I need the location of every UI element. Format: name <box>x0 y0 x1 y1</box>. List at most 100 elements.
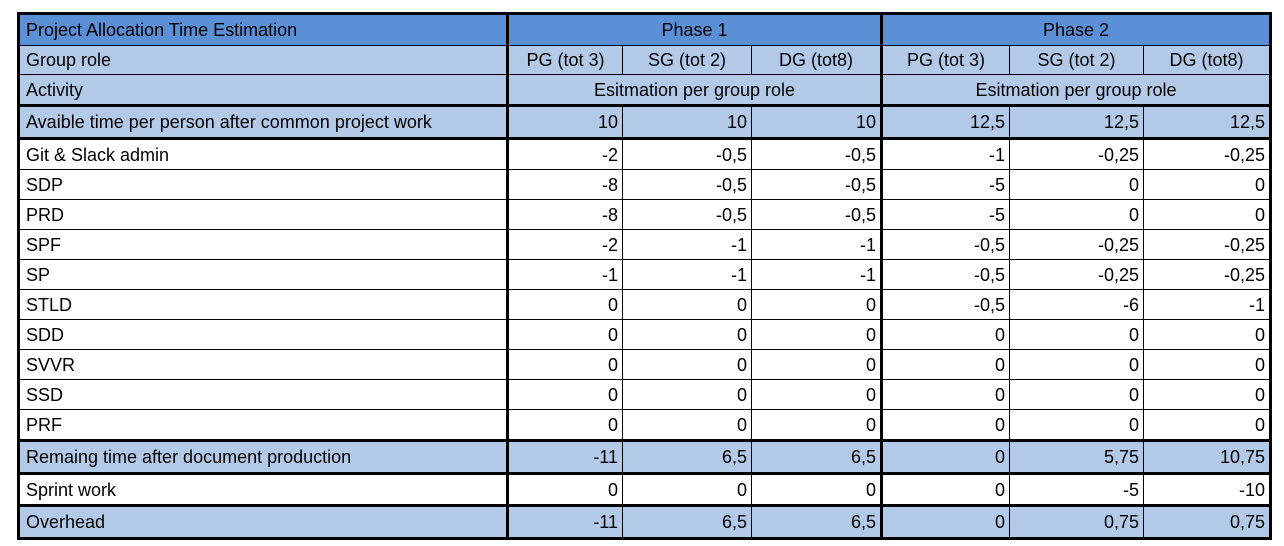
row-value: -5 <box>880 169 1010 200</box>
row-value: -6 <box>1009 289 1144 320</box>
table-row: PRF 0 0 0 0 0 0 <box>17 409 1272 442</box>
row-value: -10 <box>1143 473 1272 506</box>
row-value: 0 <box>506 289 623 320</box>
row-value: 0 <box>880 409 1010 442</box>
row-value: 6,5 <box>622 504 752 540</box>
row-value: -1 <box>1143 289 1272 320</box>
row-value: -1 <box>880 138 1010 170</box>
row-value: 0 <box>1143 349 1272 380</box>
row-label: PRD <box>17 199 508 230</box>
row-value: 0 <box>1009 349 1144 380</box>
table-row: Remaing time after document production -1… <box>17 439 1272 475</box>
table-row: SPF -2 -1 -1 -0,5 -0,25 -0,25 <box>17 229 1272 260</box>
table-row: SDD 0 0 0 0 0 0 <box>17 319 1272 350</box>
role-header: DG (tot8) <box>751 45 882 75</box>
row-value: 0 <box>751 319 882 350</box>
row-value: 0,75 <box>1009 504 1144 540</box>
row-value: 0 <box>622 409 752 442</box>
row-value: -5 <box>1009 473 1144 506</box>
phase-2-header: Phase 2 <box>880 12 1272 46</box>
table-title: Project Allocation Time Estimation <box>17 12 508 46</box>
row-value: 0 <box>1009 199 1144 230</box>
header-row-roles: Group role PG (tot 3) SG (tot 2) DG (tot… <box>17 45 1272 75</box>
row-value: 0 <box>506 473 623 506</box>
row-label: Avaible time per person after common pro… <box>17 104 508 140</box>
row-value: 5,75 <box>1009 439 1144 475</box>
row-value: 0 <box>506 409 623 442</box>
header-row-activity: Activity Esitmation per group role Esitm… <box>17 74 1272 106</box>
row-value: 0 <box>622 349 752 380</box>
row-value: 0 <box>506 319 623 350</box>
row-value: 0 <box>506 349 623 380</box>
row-value: -0,5 <box>751 199 882 230</box>
role-header: SG (tot 2) <box>1009 45 1144 75</box>
row-label: Git & Slack admin <box>17 138 508 170</box>
row-label: STLD <box>17 289 508 320</box>
row-value: -2 <box>506 138 623 170</box>
row-value: -8 <box>506 199 623 230</box>
row-value: 0 <box>1143 379 1272 410</box>
row-value: -0,25 <box>1143 259 1272 290</box>
table-row: Git & Slack admin -2 -0,5 -0,5 -1 -0,25 -0,25 <box>17 138 1272 170</box>
row-value: 10 <box>751 104 882 140</box>
row-label: Sprint work <box>17 473 508 506</box>
row-label: SPF <box>17 229 508 260</box>
row-value: 0 <box>1009 169 1144 200</box>
row-value: -0,5 <box>751 169 882 200</box>
row-value: 0 <box>1143 409 1272 442</box>
row-value: 0 <box>751 379 882 410</box>
table-row: Overhead -11 6,5 6,5 0 0,75 0,75 <box>17 504 1272 540</box>
row-value: 6,5 <box>751 504 882 540</box>
table-row: Sprint work 0 0 0 0 -5 -10 <box>17 473 1272 506</box>
row-label: SP <box>17 259 508 290</box>
row-value: -5 <box>880 199 1010 230</box>
row-value: -0,5 <box>622 199 752 230</box>
row-value: 0 <box>1143 169 1272 200</box>
table-row: SVVR 0 0 0 0 0 0 <box>17 349 1272 380</box>
table-row: SP -1 -1 -1 -0,5 -0,25 -0,25 <box>17 259 1272 290</box>
row-value: -2 <box>506 229 623 260</box>
row-value: -1 <box>751 229 882 260</box>
row-label: Remaing time after document production <box>17 439 508 475</box>
row-value: 10 <box>506 104 623 140</box>
row-value: 0,75 <box>1143 504 1272 540</box>
row-value: 0 <box>880 439 1010 475</box>
row-value: 0 <box>751 409 882 442</box>
group-role-label: Group role <box>17 45 508 75</box>
row-value: -11 <box>506 504 623 540</box>
row-label: SVVR <box>17 349 508 380</box>
table-row: Avaible time per person after common pro… <box>17 104 1272 140</box>
row-value: 0 <box>1009 379 1144 410</box>
row-value: 0 <box>880 504 1010 540</box>
row-value: 0 <box>880 473 1010 506</box>
row-value: -0,5 <box>622 138 752 170</box>
row-value: 0 <box>1143 199 1272 230</box>
row-value: -0,25 <box>1009 138 1144 170</box>
row-value: 6,5 <box>751 439 882 475</box>
row-value: 10 <box>622 104 752 140</box>
row-value: -0,5 <box>880 289 1010 320</box>
row-label: SSD <box>17 379 508 410</box>
role-header: SG (tot 2) <box>622 45 752 75</box>
table-row: PRD -8 -0,5 -0,5 -5 0 0 <box>17 199 1272 230</box>
estimation-header-phase-1: Esitmation per group role <box>506 74 882 106</box>
role-header: PG (tot 3) <box>880 45 1010 75</box>
row-value: 0 <box>1143 319 1272 350</box>
row-value: 0 <box>880 349 1010 380</box>
row-value: -0,5 <box>880 259 1010 290</box>
header-row-phases: Project Allocation Time Estimation Phase… <box>17 12 1272 46</box>
row-value: -0,25 <box>1143 229 1272 260</box>
row-value: 12,5 <box>1143 104 1272 140</box>
row-value: -0,25 <box>1143 138 1272 170</box>
row-value: 0 <box>1009 409 1144 442</box>
row-value: 10,75 <box>1143 439 1272 475</box>
row-value: -1 <box>506 259 623 290</box>
table-row: SDP -8 -0,5 -0,5 -5 0 0 <box>17 169 1272 200</box>
row-label: SDD <box>17 319 508 350</box>
row-value: 0 <box>622 289 752 320</box>
row-value: 0 <box>1009 319 1144 350</box>
row-value: -0,5 <box>622 169 752 200</box>
table-row: STLD 0 0 0 -0,5 -6 -1 <box>17 289 1272 320</box>
row-value: -1 <box>622 229 752 260</box>
phase-1-header: Phase 1 <box>506 12 882 46</box>
